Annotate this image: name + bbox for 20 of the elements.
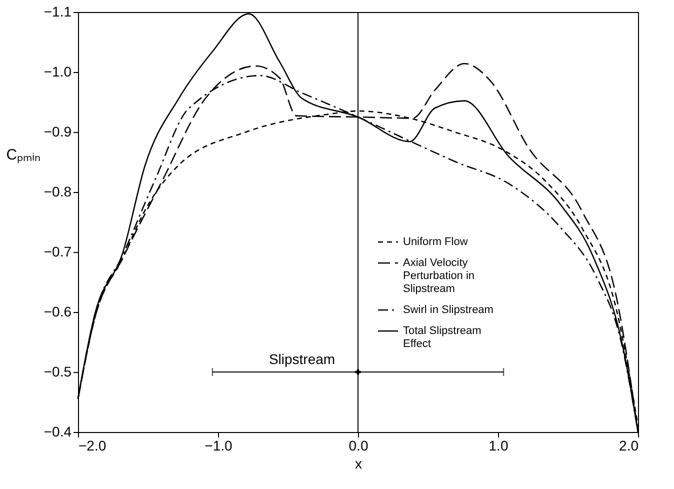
x-tick-label: −2.0 [78, 438, 106, 454]
x-axis-title: x [355, 456, 362, 472]
annotation: Slipstream [268, 351, 336, 367]
y-tick-label: −0.8 [44, 184, 72, 200]
x-tick-label: 0.0 [348, 438, 368, 454]
y-tick-label: −1.0 [44, 64, 72, 80]
y-tick-label: −0.6 [44, 304, 72, 320]
y-tick-label: −0.5 [44, 364, 72, 380]
legend-label: Swirl in Slipstream [403, 304, 494, 316]
y-tick-label: −0.7 [44, 244, 72, 260]
y-tick-label: −1.1 [44, 4, 72, 20]
legend-label: Axial Velocity Perturbation in Slipstream [403, 257, 475, 295]
y-tick-label: −0.4 [44, 424, 72, 440]
y-axis-title: Cₚₘᵢₙ [6, 146, 40, 164]
legend-label: Uniform Flow [403, 236, 468, 248]
x-tick-label: 1.0 [488, 438, 508, 454]
legend-label: Total Slipstream Effect [403, 325, 482, 350]
y-tick-label: −0.9 [44, 124, 72, 140]
x-tick-label: 2.0 [619, 438, 639, 454]
x-tick-label: −1.0 [204, 438, 233, 454]
